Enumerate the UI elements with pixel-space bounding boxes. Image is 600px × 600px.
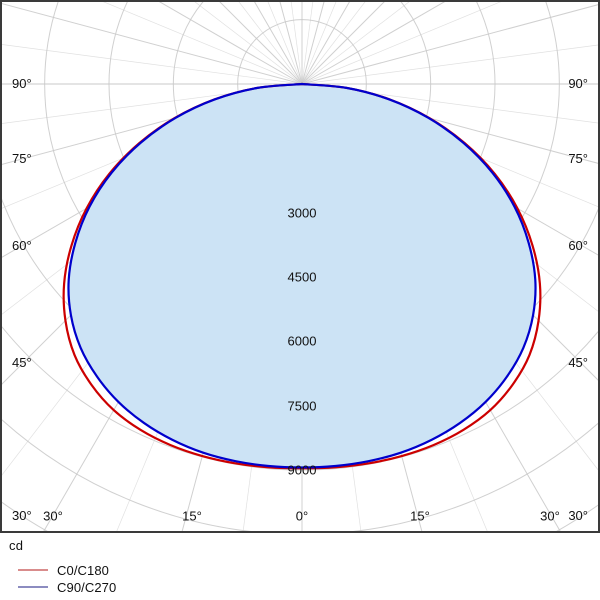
legend-label-c90-c270: C90/C270 [57,579,117,595]
angle-label-left-4: 30° [12,508,32,523]
polar-plot-svg [2,2,598,531]
curve-c90-c270 [67,82,537,469]
angle-label-bottom-4: 30° [540,508,560,524]
legend: cd C0/C180 C90/C270 [0,533,600,600]
angle-label-right-1: 75° [568,151,588,166]
angle-label-left-1: 75° [12,151,32,166]
angle-label-bottom-0: 30° [43,508,63,524]
distribution-curves [62,82,542,470]
legend-label-c0-c180: C0/C180 [57,562,110,578]
legend-unit-label: cd [9,538,24,553]
angle-label-bottom-2: 0° [295,508,309,524]
angle-label-right-2: 60° [568,238,588,253]
radial-label-4: 9000 [287,462,317,478]
angle-label-right-4: 30° [568,508,588,523]
angle-label-left-0: 90° [12,76,32,91]
legend-swatch-icon [18,569,48,571]
distribution-fill [68,84,536,468]
angle-label-left-2: 60° [12,238,32,253]
radial-label-1: 4500 [287,269,317,285]
polar-plot-area: 90° 75° 60° 45° 30° 90° 75° 60° 45° 30° 30° 15° 0°… [0,0,600,533]
radial-label-3: 7500 [287,398,317,414]
angle-label-bottom-1: 15° [182,508,202,524]
angle-label-right-0: 90° [568,76,588,91]
radial-label-0: 3000 [287,205,317,221]
legend-item-c90-c270: C90/C270 [18,579,116,595]
angle-label-right-3: 45° [568,355,588,370]
radial-label-2: 6000 [287,333,317,349]
angle-label-left-3: 45° [12,355,32,370]
legend-item-c0-c180: C0/C180 [18,562,109,578]
angle-label-bottom-3: 15° [410,508,430,524]
legend-swatch-icon [18,586,48,588]
